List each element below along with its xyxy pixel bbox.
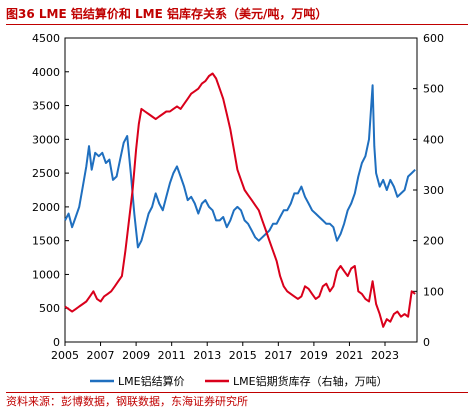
axes-layer: 0 500 1000 1500 2000 2500 3000 3500 4000 4500 0 100… <box>32 32 444 362</box>
series-line-2 <box>64 72 416 328</box>
y-right-tick-label: 600 <box>423 32 444 45</box>
legend-label-1: LME铝结算价 <box>118 374 185 388</box>
y-left-tick-label: 1500 <box>32 235 60 248</box>
y-left-tick-label: 1000 <box>32 268 60 281</box>
series-line-1 <box>64 84 416 249</box>
figure-title: 图36 LME 铝结算价和 LME 铝库存关系（美元/吨，万吨） <box>6 4 468 25</box>
x-tick-label: 2015 <box>229 349 257 362</box>
y-right-tick-label: 300 <box>423 184 444 197</box>
y-left-tick-label: 4500 <box>32 32 60 45</box>
y-left-tick-label: 3500 <box>32 100 60 113</box>
y-left-tick-label: 0 <box>53 336 60 349</box>
x-tick-label: 2021 <box>335 349 363 362</box>
y-left-tick-label: 3000 <box>32 133 60 146</box>
y-left-tick-label: 2500 <box>32 167 60 180</box>
x-tick-label: 2011 <box>158 349 186 362</box>
y-right-tick-label: 0 <box>423 336 430 349</box>
y-right-tick-label: 500 <box>423 83 444 96</box>
x-tick-label: 2019 <box>300 349 328 362</box>
legend-label-2: LME铝期货库存（右轴，万吨） <box>233 374 388 388</box>
y-right-tick-label: 100 <box>423 285 444 298</box>
x-tick-label: 2005 <box>51 349 79 362</box>
series-layer <box>64 72 416 328</box>
y-right-tick-label: 400 <box>423 133 444 146</box>
legend: LME铝结算价 LME铝期货库存（右轴，万吨） <box>90 374 388 388</box>
x-tick-label: 2007 <box>87 349 115 362</box>
y-left-tick-label: 500 <box>39 302 60 315</box>
y-right-tick-label: 200 <box>423 235 444 248</box>
x-tick-label: 2017 <box>264 349 292 362</box>
x-tick-label: 2009 <box>122 349 150 362</box>
y-left-tick-label: 4000 <box>32 66 60 79</box>
x-tick-label: 2013 <box>193 349 221 362</box>
x-tick-label: 2023 <box>371 349 399 362</box>
figure-source: 资料来源：彭博数据，钢联数据，东海证券研究所 <box>6 392 468 411</box>
y-left-tick-label: 2000 <box>32 201 60 214</box>
